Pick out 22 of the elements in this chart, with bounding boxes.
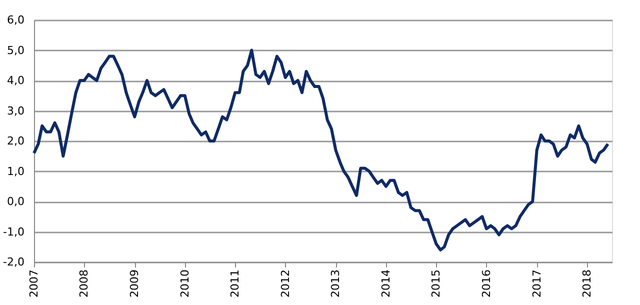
x-tick-label: 2018	[580, 270, 594, 298]
y-tick-label: 1,0	[7, 164, 24, 178]
y-tick-label: 6,0	[7, 14, 24, 26]
y-tick-label: -1,0	[3, 225, 24, 238]
x-tick-label: 2008	[78, 270, 91, 298]
x-tick-label: 2011	[228, 270, 242, 298]
x-tick-label: 2016	[480, 270, 493, 298]
x-tick-label: 2015	[430, 270, 443, 298]
y-tick-label: 3,0	[7, 104, 24, 118]
x-tick-label: 2017	[530, 270, 544, 298]
x-tick-label: 2013	[329, 270, 342, 298]
x-tick-label: 2010	[178, 270, 192, 298]
x-tick-label: 2012	[278, 270, 292, 298]
y-tick-label: 5,0	[7, 44, 24, 57]
line-series	[32, 48, 610, 252]
y-tick-label: -2,0	[3, 256, 24, 268]
y-tick-label: 2,0	[7, 134, 24, 148]
y-tick-label: 0,0	[7, 195, 24, 208]
x-tick-label: 2007	[28, 270, 40, 298]
x-tick-label: 2014	[379, 270, 392, 298]
y-tick-label: 4,0	[7, 74, 24, 87]
x-tick-label: 2009	[128, 270, 142, 298]
